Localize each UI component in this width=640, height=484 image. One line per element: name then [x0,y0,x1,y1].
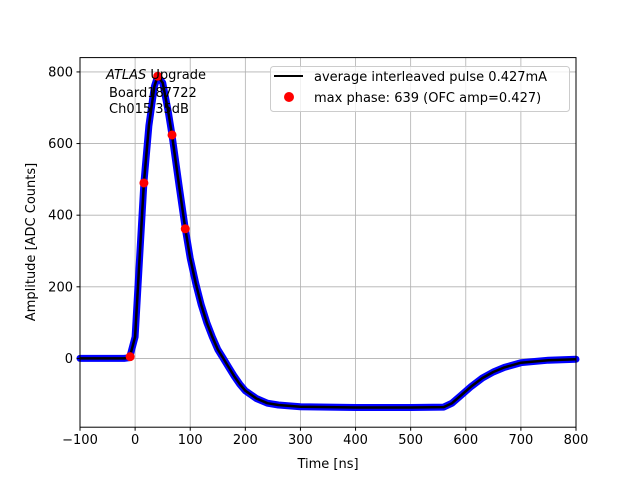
x-tick-label: 500 [398,433,423,448]
axes-frame [79,57,577,428]
legend-marker-swatch [284,92,294,102]
y-tick-label: 800 [48,65,73,80]
board-label: Board187722 [109,86,197,101]
x-tick-label: 600 [453,433,478,448]
x-axis-label: Time [ns] [296,457,358,472]
legend-label-max-phase: max phase: 639 (OFC amp=0.427) [314,91,541,106]
grid [79,57,577,428]
x-tick-label: 400 [343,433,368,448]
channel-label: Ch015 35dB [109,102,189,117]
x-tick-label: 800 [564,433,589,448]
blue-sample-points [76,72,580,411]
plot-area [76,71,580,411]
ticks: −100 0 100 200 300 400 500 600 700 800 0 200 400 600 8… [48,65,588,448]
y-axis-label: Amplitude [ADC Counts] [24,163,39,321]
y-tick-label: 200 [48,280,73,295]
upgrade-label: Upgrade [146,68,206,83]
x-tick-label: 0 [131,433,139,448]
max-phase-point [180,224,190,234]
y-tick-label: 600 [48,137,73,152]
x-tick-label: 700 [508,433,533,448]
max-phase-point [167,130,177,140]
average-pulse-line [80,74,577,409]
x-tick-label: 100 [178,433,203,448]
legend-label-average: average interleaved pulse 0.427mA [314,70,547,85]
max-phase-point [125,352,135,362]
legend: average interleaved pulse 0.427mA max ph… [270,66,570,112]
x-tick-label: 200 [233,433,258,448]
x-tick-label: 300 [288,433,313,448]
svg-text:ATLAS Upgrade: ATLAS Upgrade [105,68,206,83]
x-tick-label: −100 [62,433,98,448]
atlas-annotation: ATLAS Upgrade Board187722 Ch015 35dB [105,68,206,117]
atlas-label: ATLAS [105,68,146,83]
max-phase-point [153,71,163,81]
y-tick-label: 0 [65,352,73,367]
max-phase-point [139,178,149,188]
y-tick-label: 400 [48,209,73,224]
legend-box [270,66,570,112]
